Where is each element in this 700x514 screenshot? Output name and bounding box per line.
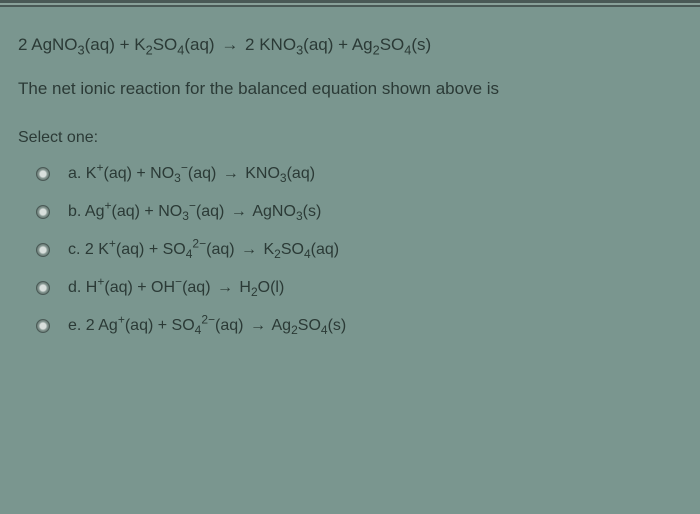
radio-a[interactable] <box>36 167 50 181</box>
options-list: a. K+(aq) + NO3−(aq) → KNO3(aq) b. Ag+(a… <box>18 165 682 335</box>
radio-d[interactable] <box>36 281 50 295</box>
question-prompt: The net ionic reaction for the balanced … <box>18 79 682 99</box>
option-c-text: c. 2 K+(aq) + SO42−(aq) → K2SO4(aq) <box>68 241 339 259</box>
option-b[interactable]: b. Ag+(aq) + NO3−(aq) → AgNO3(s) <box>36 203 682 221</box>
option-c[interactable]: c. 2 K+(aq) + SO42−(aq) → K2SO4(aq) <box>36 241 682 259</box>
radio-b[interactable] <box>36 205 50 219</box>
radio-e[interactable] <box>36 319 50 333</box>
radio-c[interactable] <box>36 243 50 257</box>
option-e[interactable]: e. 2 Ag+(aq) + SO42−(aq) → Ag2SO4(s) <box>36 317 682 335</box>
select-one-label: Select one: <box>18 129 682 147</box>
question-content: 2 AgNO3(aq) + K2SO4(aq) → 2 KNO3(aq) + A… <box>0 7 700 353</box>
option-b-text: b. Ag+(aq) + NO3−(aq) → AgNO3(s) <box>68 203 321 221</box>
option-e-text: e. 2 Ag+(aq) + SO42−(aq) → Ag2SO4(s) <box>68 317 346 335</box>
equation-text: 2 AgNO3(aq) + K2SO4(aq) → 2 KNO3(aq) + A… <box>18 35 682 55</box>
option-a[interactable]: a. K+(aq) + NO3−(aq) → KNO3(aq) <box>36 165 682 183</box>
option-d[interactable]: d. H+(aq) + OH−(aq) → H2O(l) <box>36 279 682 297</box>
top-bars <box>0 0 700 7</box>
option-a-text: a. K+(aq) + NO3−(aq) → KNO3(aq) <box>68 165 315 183</box>
option-d-text: d. H+(aq) + OH−(aq) → H2O(l) <box>68 279 284 297</box>
